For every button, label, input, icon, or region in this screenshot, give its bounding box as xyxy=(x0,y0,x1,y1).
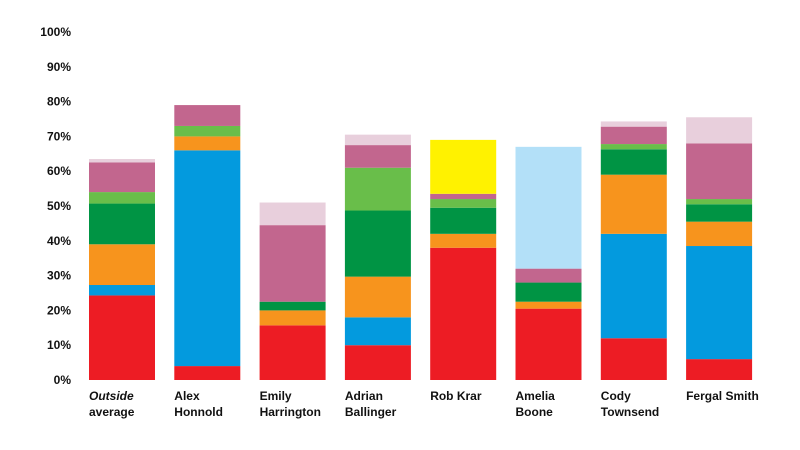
bar-segment xyxy=(174,366,241,380)
bar-stack xyxy=(515,146,582,380)
bar-stack xyxy=(174,105,241,380)
y-tick-label: 60% xyxy=(47,164,71,178)
bar-segment xyxy=(600,126,667,145)
bar-segment xyxy=(600,144,667,150)
y-tick-label: 100% xyxy=(40,25,71,39)
y-tick-label: 30% xyxy=(47,269,71,283)
y-tick-label: 20% xyxy=(47,303,71,317)
category-label: Rob Krar xyxy=(430,389,482,403)
bar-segment xyxy=(174,125,241,137)
bar-segment xyxy=(89,192,155,204)
bar-segment xyxy=(174,136,241,151)
bar-stack xyxy=(686,117,753,380)
bar-stack xyxy=(600,121,667,380)
bar-stack xyxy=(430,139,497,380)
bar-segment xyxy=(686,359,753,380)
category-label: Emily xyxy=(260,389,292,403)
bar-segment xyxy=(686,199,753,205)
bar-segment xyxy=(259,310,326,326)
bar-segment xyxy=(430,233,497,248)
bar-stack xyxy=(259,202,326,380)
bar-segment xyxy=(344,276,411,318)
bar-segment xyxy=(600,149,667,175)
bar-segment xyxy=(515,308,582,380)
bar-segment xyxy=(259,325,326,380)
bar-stack xyxy=(344,134,411,380)
bars xyxy=(89,105,753,380)
bar-segment xyxy=(686,143,753,200)
y-tick-label: 0% xyxy=(54,373,72,387)
x-axis: Outside average Alex Honnold Emily Harrington… xyxy=(89,389,759,419)
category-label: Ballinger xyxy=(345,405,397,419)
bar-segment xyxy=(174,150,241,367)
category-label: Cody xyxy=(601,389,631,403)
bar-segment xyxy=(430,247,497,380)
bar-segment xyxy=(430,193,497,200)
category-label: Amelia xyxy=(516,389,556,403)
y-tick-label: 40% xyxy=(47,234,71,248)
bar-segment xyxy=(259,301,326,311)
bar-segment xyxy=(89,284,155,296)
category-label: Outside xyxy=(89,389,134,403)
category-label: Honnold xyxy=(174,405,223,419)
category-label: Townsend xyxy=(601,405,659,419)
bar-segment xyxy=(600,121,667,127)
bar-segment xyxy=(174,105,241,126)
y-tick-label: 80% xyxy=(47,95,71,109)
bar-segment xyxy=(344,145,411,168)
bar-segment xyxy=(686,246,753,360)
category-label: Alex xyxy=(174,389,200,403)
bar-segment xyxy=(344,317,411,346)
bar-segment xyxy=(344,134,411,146)
bar-segment xyxy=(600,338,667,380)
category-label: Boone xyxy=(516,405,554,419)
y-tick-label: 70% xyxy=(47,129,71,143)
bar-segment xyxy=(600,233,667,339)
bar-segment xyxy=(89,295,155,380)
bar-segment xyxy=(89,162,155,193)
bar-segment xyxy=(515,282,582,302)
bar-segment xyxy=(344,210,411,277)
bar-segment xyxy=(686,221,753,247)
bar-segment xyxy=(515,301,582,309)
bar-segment xyxy=(515,268,582,283)
category-label: average xyxy=(89,405,135,419)
bar-segment xyxy=(89,159,155,163)
y-axis: 0% 10% 20% 30% 40% 50% 60% 70% 80% 90% 100% xyxy=(40,25,71,387)
y-tick-label: 50% xyxy=(47,199,71,213)
category-label: Harrington xyxy=(260,405,321,419)
bar-segment xyxy=(89,244,155,285)
category-label: Adrian xyxy=(345,389,383,403)
bar-segment xyxy=(430,207,497,234)
bar-segment xyxy=(344,167,411,211)
bar-segment xyxy=(600,174,667,234)
bar-segment xyxy=(430,199,497,208)
y-tick-label: 10% xyxy=(47,338,71,352)
bar-segment xyxy=(430,139,497,194)
bar-segment xyxy=(686,204,753,222)
bar-segment xyxy=(344,345,411,380)
bar-segment xyxy=(89,203,155,245)
bar-segment xyxy=(259,225,326,302)
bar-segment xyxy=(686,117,753,144)
bar-stack xyxy=(89,159,155,380)
y-tick-label: 90% xyxy=(47,60,71,74)
bar-segment xyxy=(515,146,582,269)
bar-segment xyxy=(259,202,326,226)
category-label: Fergal Smith xyxy=(686,389,759,403)
